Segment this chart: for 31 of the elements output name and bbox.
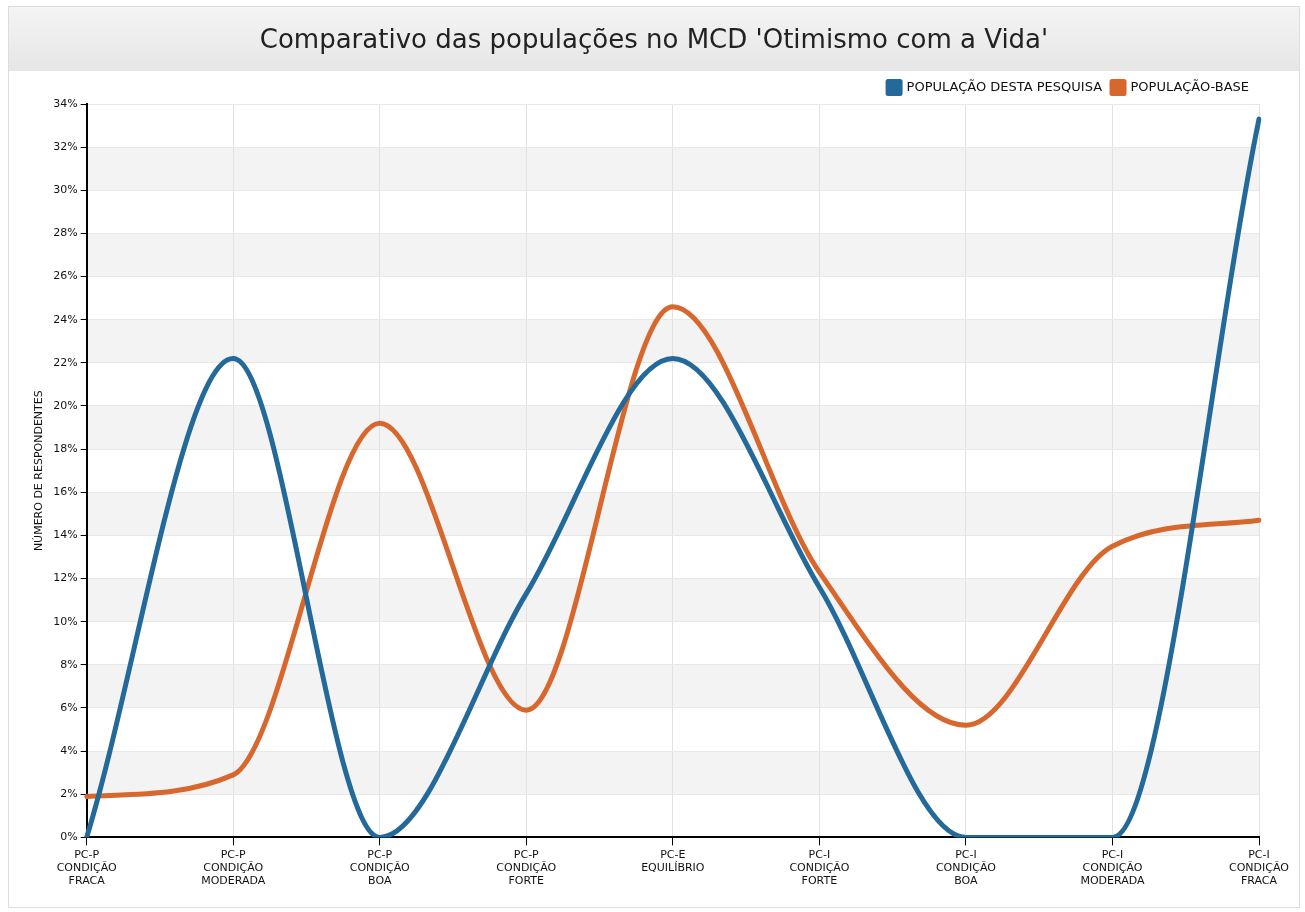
y-tick-label: 10% xyxy=(53,614,78,628)
y-tick-label: 32% xyxy=(53,140,78,153)
y-tick-label: 28% xyxy=(53,226,78,240)
x-tick-label: PC-I CONDIÇÃO FRACA xyxy=(1229,847,1290,888)
y-tick-label: 30% xyxy=(53,183,78,197)
y-tick-label: 2% xyxy=(60,787,78,801)
y-tick-label: 8% xyxy=(60,657,78,671)
y-tick-label: 34% xyxy=(53,96,78,110)
x-tick-label: PC-P CONDIÇÃO BOA xyxy=(349,847,411,888)
y-tick-label: 26% xyxy=(53,269,78,283)
x-tick-label: PC-I CONDIÇÃO MODERADA xyxy=(1080,847,1145,888)
legend-label: POPULAÇÃO DESTA PESQUISA xyxy=(906,78,1103,94)
x-tick-label: PC-I CONDIÇÃO FORTE xyxy=(789,847,850,888)
x-tick-label: PC-E EQUILÍBRIO xyxy=(641,847,705,875)
y-tick-label: 24% xyxy=(53,312,78,326)
chart-title: Comparativo das populações no MCD 'Otimismo com a Vida' xyxy=(9,7,1299,71)
x-tick-label: PC-P CONDIÇÃO FRACA xyxy=(56,847,117,888)
y-tick-label: 14% xyxy=(53,528,78,542)
y-tick-label: 20% xyxy=(53,398,78,412)
x-tick-label: PC-P CONDIÇÃO FORTE xyxy=(496,847,557,888)
y-tick-label: 6% xyxy=(60,700,78,714)
y-tick-label: 4% xyxy=(60,743,78,757)
y-axis-title: NÚMERO DE RESPONDENTES xyxy=(32,390,46,552)
y-tick-label: 16% xyxy=(53,485,78,499)
y-tick-label: 0% xyxy=(60,830,78,844)
x-tick-label: PC-I CONDIÇÃO BOA xyxy=(935,847,997,888)
legend-label: POPULAÇÃO-BASE xyxy=(1130,78,1250,94)
y-tick-label: 22% xyxy=(53,355,78,369)
y-tick-label: 18% xyxy=(53,441,78,455)
x-tick-label: PC-P CONDIÇÃO MODERADA xyxy=(201,847,266,888)
y-tick-label: 12% xyxy=(53,571,78,585)
